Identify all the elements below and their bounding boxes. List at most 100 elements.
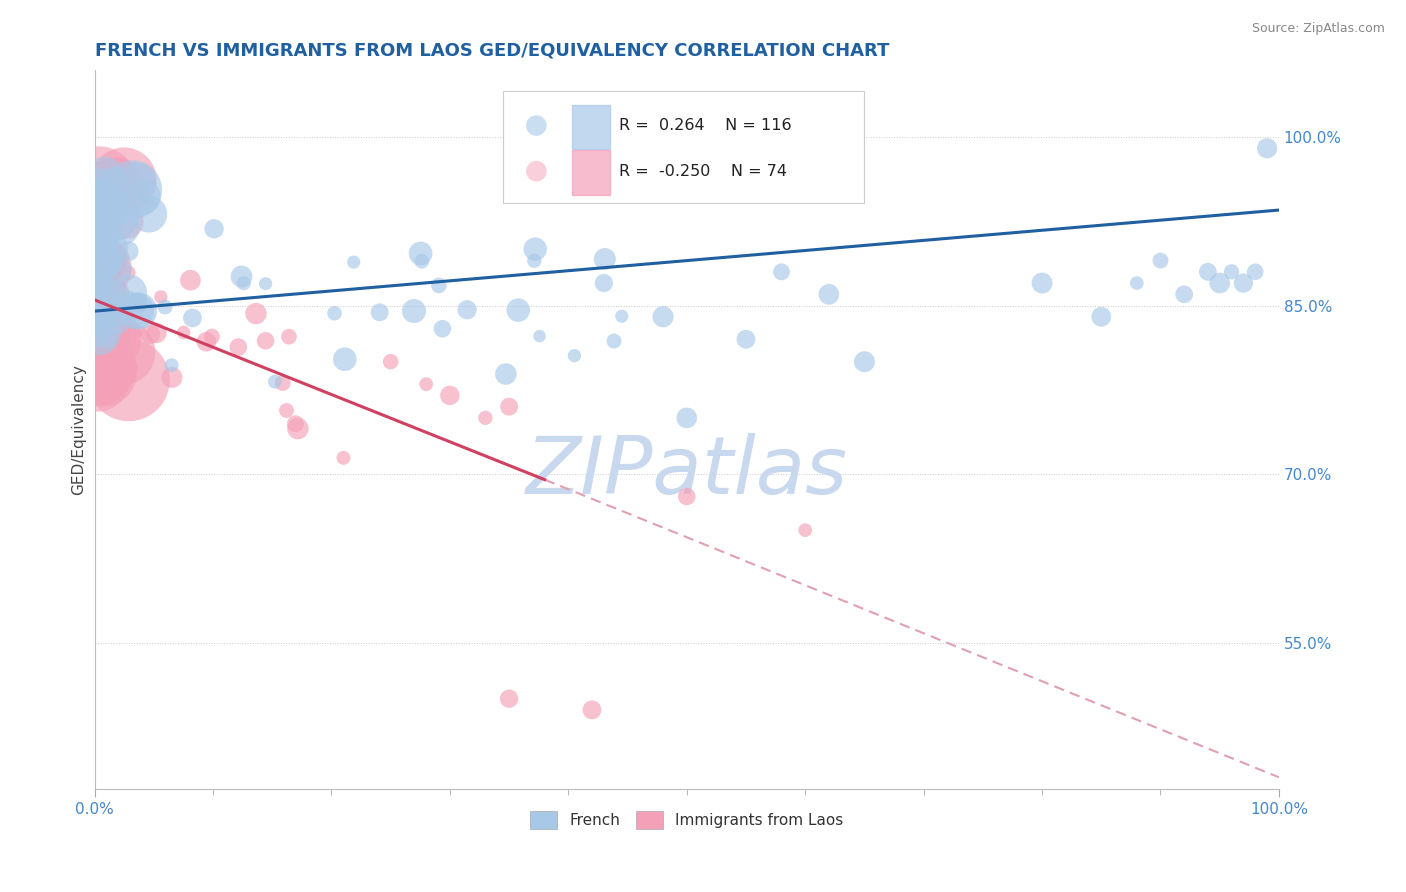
Point bbox=[153, 300, 176, 314]
Point bbox=[343, 255, 366, 269]
Point bbox=[84, 235, 107, 250]
Point bbox=[111, 345, 134, 359]
Point bbox=[91, 193, 114, 207]
Point bbox=[264, 375, 287, 389]
Point bbox=[524, 242, 547, 256]
Point bbox=[97, 197, 120, 211]
Point bbox=[139, 327, 162, 342]
Point bbox=[84, 277, 107, 291]
Point bbox=[145, 326, 167, 340]
Point bbox=[100, 285, 122, 300]
FancyBboxPatch shape bbox=[503, 91, 865, 202]
Point bbox=[91, 280, 114, 294]
Point bbox=[89, 299, 111, 313]
Point bbox=[91, 310, 114, 325]
Point bbox=[107, 312, 129, 326]
Point bbox=[96, 258, 118, 272]
Point bbox=[160, 358, 183, 372]
Point bbox=[498, 400, 520, 414]
Point bbox=[402, 304, 425, 318]
Point bbox=[84, 243, 107, 257]
Point bbox=[84, 358, 107, 372]
Point bbox=[89, 261, 111, 276]
Text: FRENCH VS IMMIGRANTS FROM LAOS GED/EQUIVALENCY CORRELATION CHART: FRENCH VS IMMIGRANTS FROM LAOS GED/EQUIV… bbox=[94, 42, 889, 60]
Point bbox=[1126, 276, 1149, 290]
Point bbox=[110, 210, 132, 224]
Point bbox=[84, 190, 107, 204]
Point bbox=[100, 304, 122, 318]
Point bbox=[529, 329, 551, 343]
Point bbox=[90, 323, 112, 337]
Point bbox=[380, 354, 402, 368]
Point bbox=[103, 211, 125, 226]
Point bbox=[284, 417, 307, 431]
Point bbox=[118, 244, 141, 259]
Point bbox=[86, 278, 108, 293]
Point bbox=[770, 265, 793, 279]
Point bbox=[91, 187, 114, 202]
Point bbox=[115, 215, 138, 229]
Point bbox=[125, 304, 148, 318]
Point bbox=[112, 173, 135, 187]
Point bbox=[498, 691, 520, 706]
Point bbox=[90, 195, 112, 210]
Point bbox=[83, 286, 105, 301]
Point bbox=[195, 334, 218, 349]
Point bbox=[853, 354, 876, 368]
Point bbox=[610, 309, 633, 323]
Point bbox=[84, 219, 107, 233]
Point bbox=[523, 253, 546, 268]
Point bbox=[89, 234, 111, 248]
Text: ZIPatlas: ZIPatlas bbox=[526, 434, 848, 511]
Point bbox=[93, 260, 115, 275]
Point bbox=[107, 167, 129, 181]
Point bbox=[427, 278, 450, 293]
Point bbox=[127, 174, 149, 188]
Point bbox=[1232, 276, 1254, 290]
Point bbox=[232, 277, 254, 291]
Point bbox=[87, 356, 110, 370]
Point bbox=[98, 308, 121, 322]
Point bbox=[508, 303, 530, 318]
Point bbox=[103, 310, 125, 324]
Point bbox=[96, 333, 118, 347]
Point bbox=[87, 180, 110, 194]
Point bbox=[474, 410, 496, 425]
Point bbox=[84, 179, 107, 194]
Point bbox=[495, 367, 517, 381]
Point bbox=[1173, 287, 1195, 301]
Point bbox=[593, 252, 616, 266]
Point bbox=[118, 285, 141, 300]
Text: R =  0.264    N = 116: R = 0.264 N = 116 bbox=[619, 118, 792, 133]
Point bbox=[93, 364, 115, 378]
Point bbox=[524, 218, 547, 232]
Point bbox=[368, 305, 391, 319]
Point bbox=[409, 246, 432, 260]
Point bbox=[94, 198, 117, 212]
Point bbox=[96, 218, 118, 232]
Point bbox=[432, 322, 454, 336]
Point bbox=[173, 326, 195, 340]
Point bbox=[86, 252, 108, 266]
Point bbox=[124, 325, 146, 339]
Point bbox=[675, 490, 697, 504]
Point bbox=[415, 377, 437, 392]
Point bbox=[254, 277, 277, 291]
Point bbox=[201, 329, 224, 343]
Point bbox=[226, 340, 249, 354]
Point bbox=[1220, 265, 1243, 279]
Point bbox=[735, 332, 758, 346]
Point bbox=[100, 252, 122, 267]
Point bbox=[91, 235, 114, 250]
Point bbox=[456, 302, 478, 317]
Point bbox=[101, 173, 124, 187]
Point bbox=[87, 326, 110, 340]
Point bbox=[524, 289, 547, 303]
Point bbox=[323, 306, 346, 320]
Point bbox=[89, 204, 111, 219]
Point bbox=[127, 296, 149, 310]
Point bbox=[91, 294, 114, 309]
Point bbox=[86, 171, 108, 186]
Point bbox=[93, 366, 115, 380]
Point bbox=[564, 349, 586, 363]
